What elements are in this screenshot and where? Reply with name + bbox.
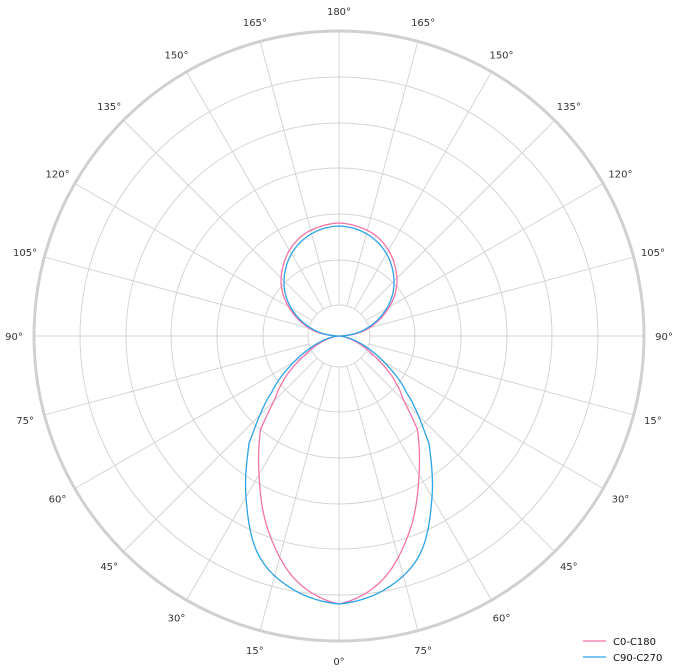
angle-tick-label: 15° — [644, 416, 662, 427]
legend-label-c0-c180: C0-C180 — [613, 637, 656, 648]
angle-tick-label: 165° — [243, 18, 267, 29]
radial-gridline — [216, 213, 462, 459]
series-lines — [244, 222, 434, 605]
radial-gridline — [307, 304, 371, 368]
series-line-c0-c180 — [257, 222, 421, 605]
angle-tick-label: 75° — [414, 646, 432, 657]
legend-label-c90-c270: C90-C270 — [613, 653, 662, 664]
angle-tick-label: 150° — [489, 51, 513, 62]
series-line-c90-c270 — [244, 225, 434, 605]
angle-tick-label: 135° — [97, 102, 121, 113]
angle-tick-label: 90° — [655, 332, 673, 343]
angle-tick-label: 75° — [16, 416, 34, 427]
angle-tick-label: 60° — [493, 613, 511, 624]
angle-tick-label: 105° — [641, 248, 665, 259]
legend: C0-C180 C90-C270 — [583, 637, 662, 664]
angle-tick-label: 120° — [608, 170, 632, 181]
polar-grid — [32, 29, 646, 643]
angle-tick-label: 60° — [49, 495, 67, 506]
angle-tick-label: 180° — [327, 7, 351, 18]
angle-tick-label: 15° — [246, 646, 264, 657]
angle-tick-label: 105° — [13, 248, 37, 259]
radial-gridline — [125, 122, 553, 550]
angle-tick-label: 165° — [411, 18, 435, 29]
angle-tick-label: 150° — [164, 51, 188, 62]
radial-gridline — [262, 259, 416, 413]
angle-tick-label: 90° — [5, 332, 23, 343]
angle-tick-label: 30° — [168, 613, 186, 624]
angle-tick-label: 135° — [557, 102, 581, 113]
angle-tick-label: 45° — [100, 562, 118, 573]
angle-tick-labels: 0° 15° 30° 45° 60° 75° 90° 105° 120° 135° 150° 165°… — [5, 7, 673, 668]
angle-tick-label: 0° — [333, 657, 344, 668]
angle-tick-label: 45° — [560, 562, 578, 573]
radial-gridline — [170, 167, 508, 505]
outer-frame-circle — [32, 29, 646, 643]
angle-tick-label: 120° — [45, 170, 69, 181]
angle-tick-label: 30° — [612, 495, 630, 506]
radial-gridline — [79, 76, 599, 596]
